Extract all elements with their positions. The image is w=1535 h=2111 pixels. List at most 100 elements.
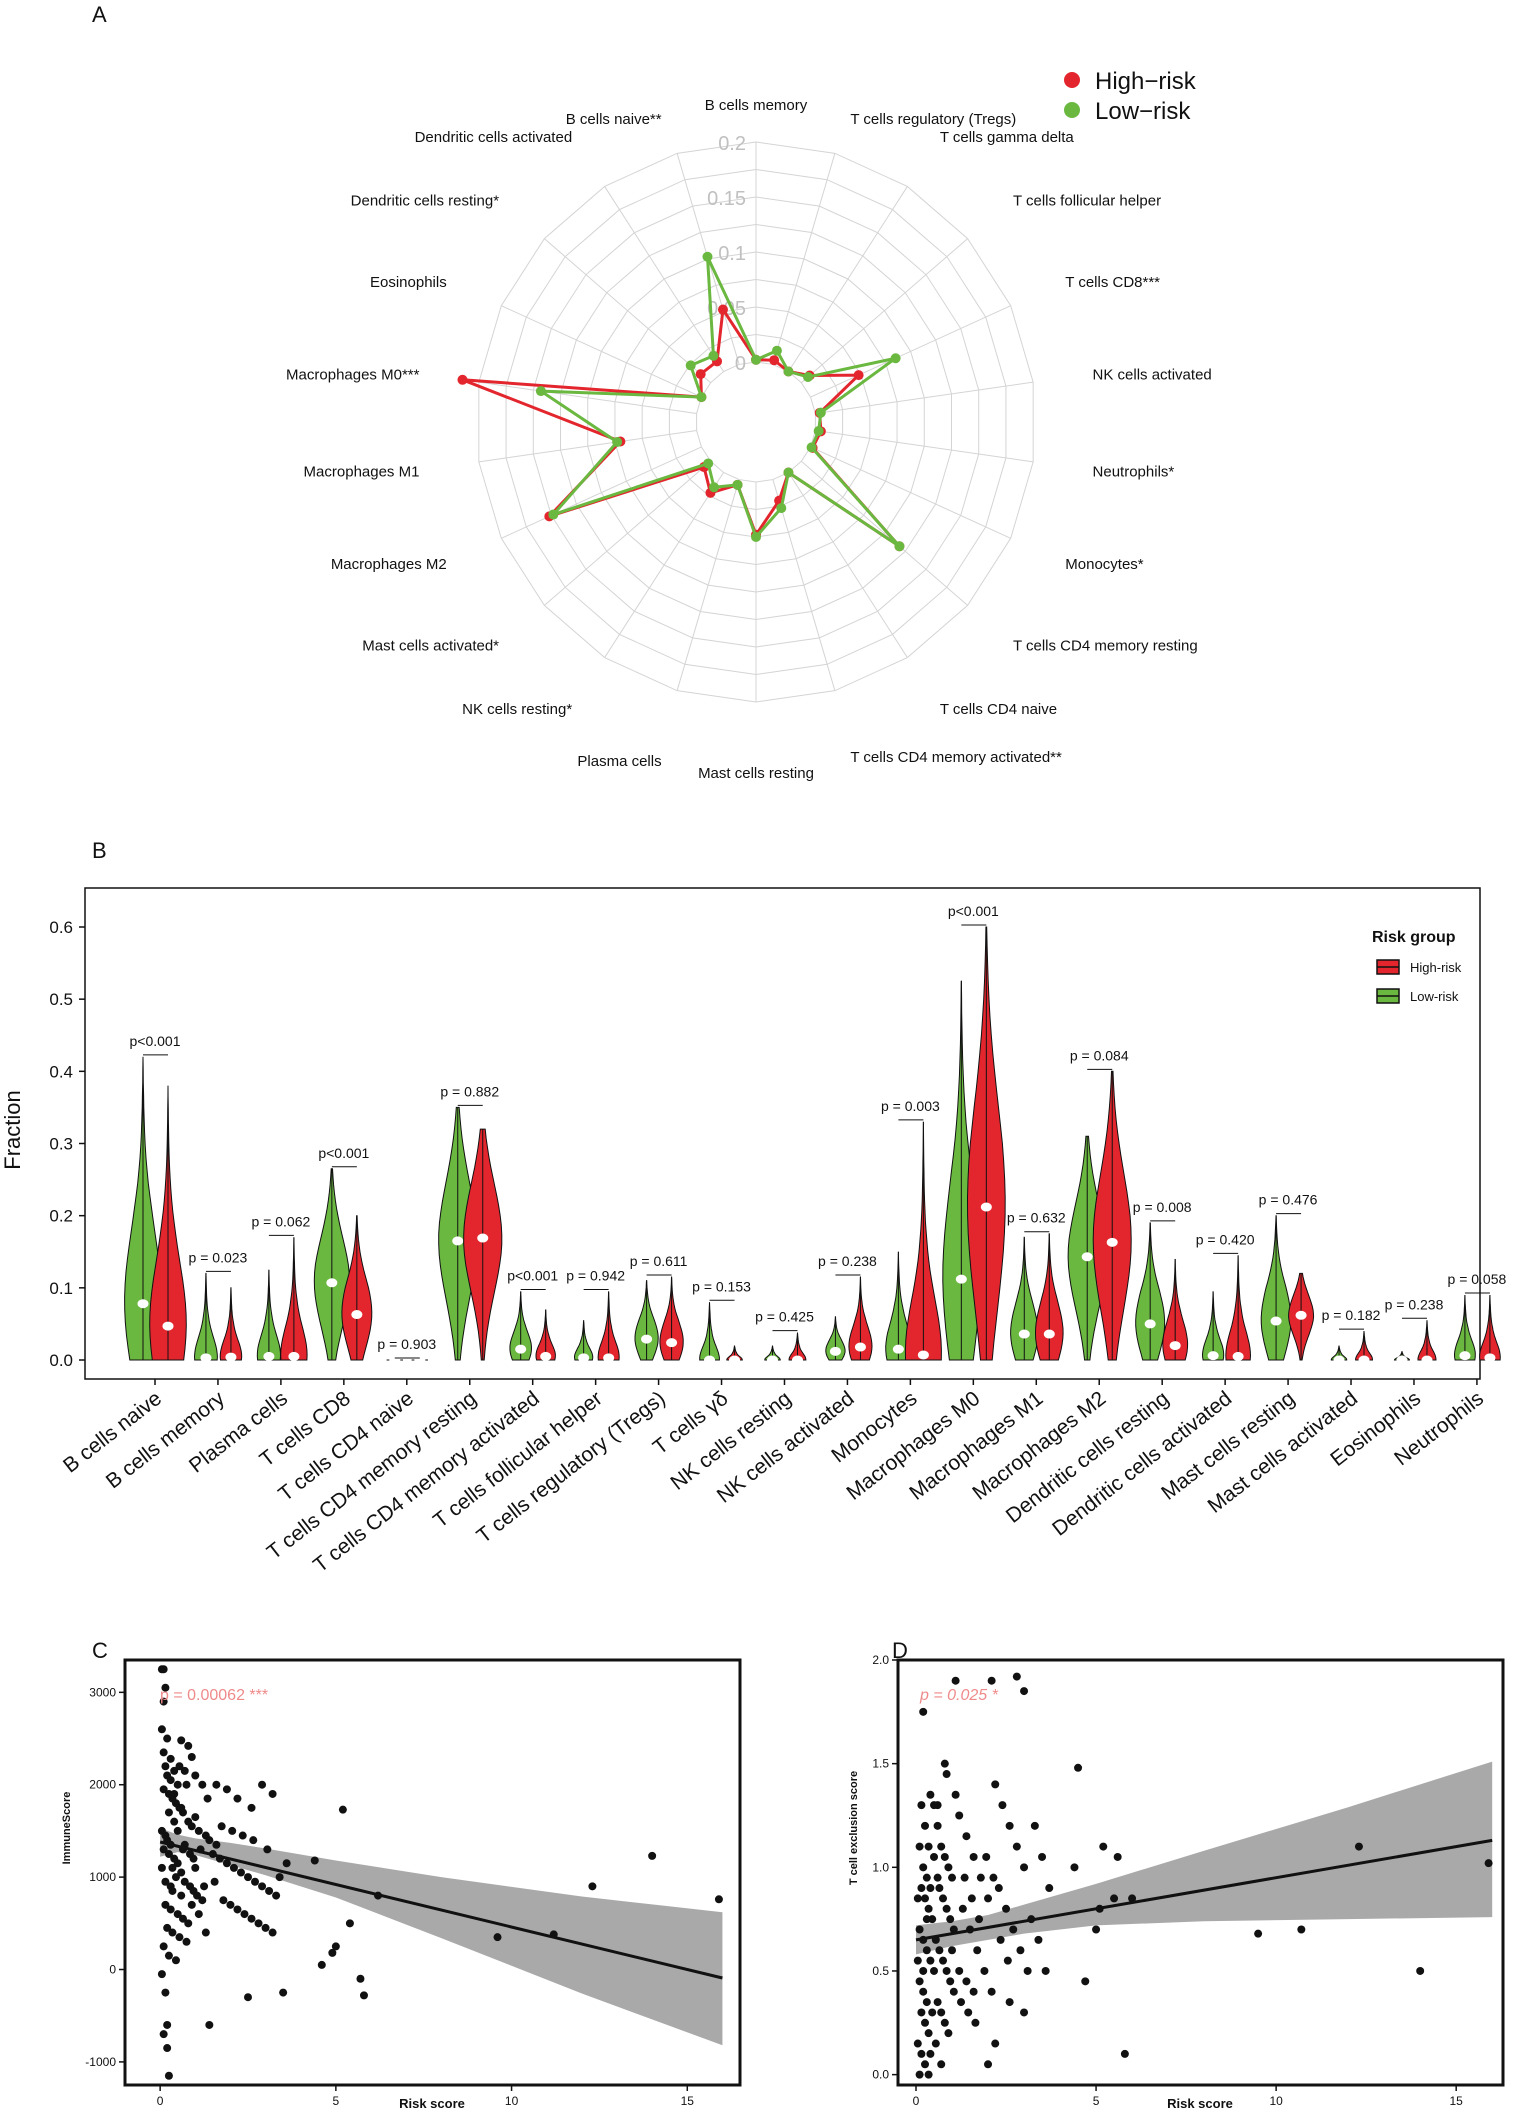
data-point xyxy=(1070,1863,1079,1872)
data-point xyxy=(1045,1884,1054,1893)
data-point xyxy=(201,1928,210,1937)
data-point xyxy=(219,1896,228,1905)
violin-y-tick-label: 0.3 xyxy=(49,1135,73,1154)
high-dendritic-cells-resting-median xyxy=(1169,1341,1181,1351)
radar-axis-label-nk-cells-resting: NK cells resting* xyxy=(462,701,572,718)
low-nk-cells-resting-median xyxy=(766,1355,778,1365)
data-point xyxy=(933,1821,942,1830)
confidence-band xyxy=(916,1761,1493,1955)
data-point xyxy=(939,1956,948,1965)
scatter-plot-frame xyxy=(896,1658,1505,2087)
data-point xyxy=(969,1987,978,1996)
data-point xyxy=(915,2070,924,2079)
regression-line xyxy=(159,1840,723,1980)
data-point xyxy=(962,1977,971,1986)
scatter-d-y-title: T cell exclusion score xyxy=(848,1771,860,1885)
data-point xyxy=(180,1766,189,1775)
pvalue-label-nk-cells-activated: p = 0.238 xyxy=(818,1253,877,1269)
data-point xyxy=(926,2049,935,2058)
y-tick-label: 2000 xyxy=(89,1778,116,1792)
data-point xyxy=(182,1937,191,1946)
low-neutrophils-median xyxy=(1459,1351,1471,1361)
data-point xyxy=(987,1676,996,1685)
data-point xyxy=(177,1891,186,1900)
data-point xyxy=(166,1754,175,1763)
data-point xyxy=(975,1915,984,1924)
data-point xyxy=(1081,1977,1090,1986)
x-tick-label: 5 xyxy=(1093,2094,1100,2108)
data-point xyxy=(917,1801,926,1810)
x-tick-label: 15 xyxy=(1450,2094,1464,2108)
data-point xyxy=(163,1734,172,1743)
data-point xyxy=(921,2060,930,2069)
data-point xyxy=(168,1928,177,1937)
data-point xyxy=(940,1759,949,1768)
data-point xyxy=(935,1884,944,1893)
data-point xyxy=(282,1859,291,1868)
data-point xyxy=(310,1856,319,1865)
data-point xyxy=(913,1894,922,1903)
data-point xyxy=(187,1822,196,1831)
scatter-c-y-title: ImmuneScore xyxy=(61,1792,73,1865)
radar-axis-label-plasma-cells: Plasma cells xyxy=(577,753,661,770)
radar-spoke-4 xyxy=(810,305,1011,398)
violin-shapes: p<0.001 p = 0.023 p = 0.062 p<0.001 p = 0.90… xyxy=(124,903,1507,1365)
low-t-cells-cd4-naive-median xyxy=(389,1355,401,1365)
radar-spoke-9 xyxy=(788,472,908,658)
data-point xyxy=(184,1919,193,1928)
data-point xyxy=(317,1960,326,1969)
data-point xyxy=(164,1850,173,1859)
high-t-cells-cd8-median xyxy=(351,1310,363,1320)
data-point xyxy=(919,1987,928,1996)
data-point xyxy=(268,1928,277,1937)
data-point xyxy=(258,1882,267,1891)
high-macrophages-m1-median xyxy=(1043,1329,1055,1339)
data-point xyxy=(244,1993,252,2002)
radar-point xyxy=(709,482,720,493)
pvalue-label-dendritic-cells-resting: p = 0.008 xyxy=(1133,1199,1192,1215)
pvalue-label-t-cells-cd4-memory-resting: p = 0.882 xyxy=(440,1083,499,1099)
radar-point xyxy=(802,371,813,382)
radar-spoke-17 xyxy=(478,381,697,414)
radar-spoke-1 xyxy=(772,153,836,365)
pvalue-label-t-cells: p = 0.153 xyxy=(692,1278,751,1294)
high-t-cells-cd4-memory-resting-median xyxy=(477,1233,489,1243)
low-t-cells-cd4-memory-resting-median xyxy=(452,1236,464,1246)
radar-spoke-6 xyxy=(815,430,1034,463)
pvalue-label-t-cells-follicular-helper: p = 0.942 xyxy=(566,1267,625,1283)
legend-marker-low xyxy=(1064,102,1080,118)
low-t-cells-cd8-median xyxy=(326,1278,338,1288)
radar-axis-label-mast-cells-resting: Mast cells resting xyxy=(698,765,814,782)
data-point xyxy=(1020,2008,1029,2017)
low-mast-cells-resting-median xyxy=(1270,1316,1282,1326)
scatter-chart-c: Risk score ImmuneScore 0 5 10 15 -1000 0 1000 2… xyxy=(61,1658,742,2111)
data-point xyxy=(1020,1687,1029,1696)
pvalue-label-monocytes: p = 0.003 xyxy=(881,1098,940,1114)
radar-point xyxy=(717,304,728,315)
high-monocytes-median xyxy=(917,1350,929,1360)
data-point xyxy=(203,1794,212,1803)
high-t-cells-median xyxy=(729,1355,741,1365)
data-point xyxy=(944,1863,953,1872)
radar-axis-label-macrophages-m2: Macrophages M2 xyxy=(331,556,447,573)
radar-tick-label: 0.2 xyxy=(718,133,746,155)
data-point xyxy=(222,1785,231,1794)
radar-ring-0 xyxy=(696,361,816,483)
low-macrophages-m2-median xyxy=(1081,1252,1093,1262)
radar-point xyxy=(853,370,864,381)
data-point xyxy=(272,1891,281,1900)
data-point xyxy=(191,1863,200,1872)
data-point xyxy=(157,1970,166,1979)
data-point xyxy=(1002,1904,1011,1913)
data-point xyxy=(359,1991,368,2000)
data-point xyxy=(275,1873,284,1882)
radar-tick-label: 0.15 xyxy=(707,188,746,210)
data-point xyxy=(946,1915,955,1924)
data-point xyxy=(159,1697,168,1706)
data-point xyxy=(588,1882,597,1891)
data-point xyxy=(1484,1859,1493,1868)
data-point xyxy=(648,1851,657,1860)
data-point xyxy=(921,1821,930,1830)
data-point xyxy=(1120,2049,1129,2058)
low-dendritic-cells-resting-median xyxy=(1144,1319,1156,1329)
